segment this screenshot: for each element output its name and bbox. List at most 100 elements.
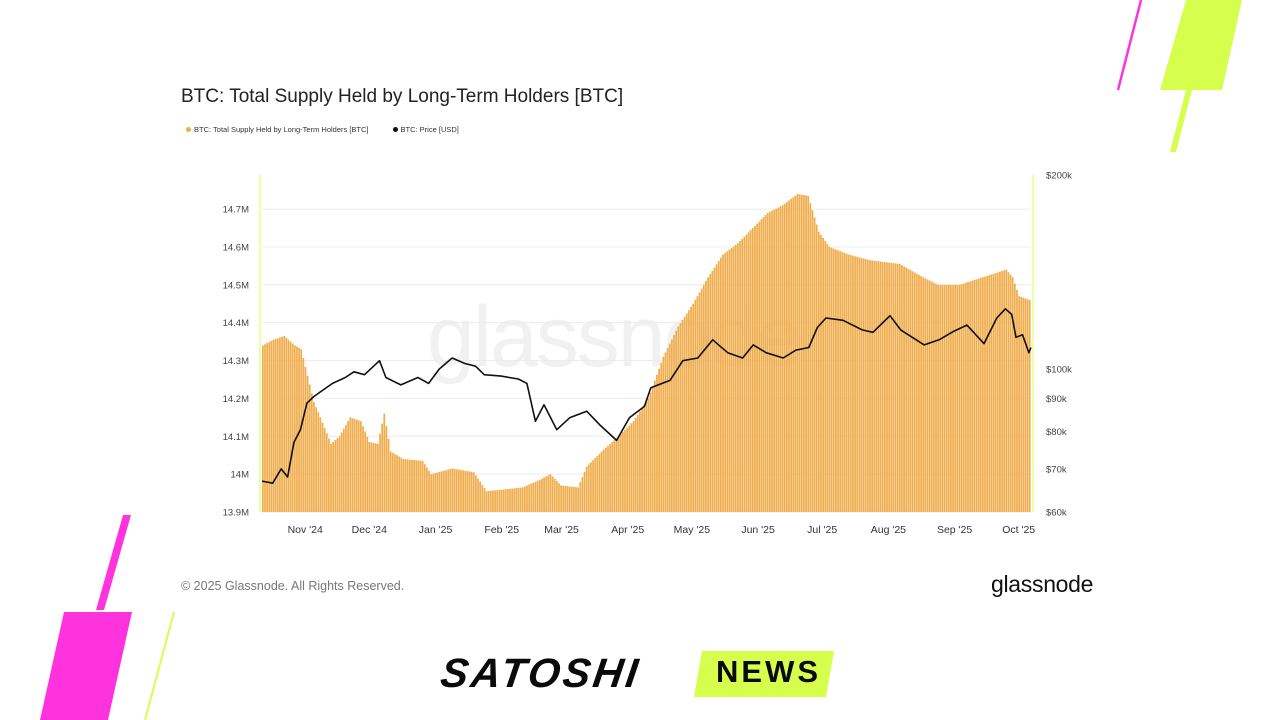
supply-bar [732,246,735,512]
supply-bar [298,347,300,512]
supply-bar [849,255,852,512]
supply-bar [660,362,663,512]
supply-bar [436,472,439,512]
supply-bar [939,284,942,512]
left-tick-label: 14M [231,470,250,481]
supply-bar [485,491,488,512]
supply-bar [918,274,920,512]
supply-bar [451,468,454,512]
supply-bar [717,261,720,512]
supply-bar [628,425,631,512]
left-tick-label: 14.4M [223,318,249,329]
x-tick-label: Sep '25 [937,524,972,536]
supply-bar [513,488,516,512]
supply-bar [873,260,876,512]
supply-bar [837,250,839,512]
supply-bar [685,313,688,512]
right-tick-label: $100k [1046,365,1072,376]
supply-bar [758,221,761,512]
supply-bar [892,263,895,512]
supply-bar [575,487,577,512]
supply-bar [884,262,886,512]
legend-item-price[interactable]: BTC: Price [USD] [392,125,459,134]
supply-bar [315,407,317,512]
supply-bar [822,237,824,513]
supply-bar [515,488,518,512]
supply-bar [896,263,899,512]
supply-bar [377,443,379,512]
supply-bar [389,451,392,512]
supply-bar [293,345,296,512]
supply-bar [300,349,303,512]
supply-bar [922,277,925,512]
supply-bar [285,337,288,512]
supply-bar [869,260,871,512]
supply-bar [653,380,656,512]
supply-bar [296,346,298,512]
supply-bar [466,471,469,512]
supply-bar [415,460,418,512]
supply-bar [464,470,467,512]
supply-bar [645,401,648,512]
supply-bar [768,211,771,512]
supply-bar [1018,296,1020,512]
supply-bar [622,431,624,512]
supply-bar [960,284,963,512]
glassnode-logo: glassnode [991,571,1094,597]
supply-bar [639,411,641,512]
supply-bar [590,462,592,512]
supply-bar [911,271,914,512]
supply-bar [909,270,912,512]
supply-bar [643,404,646,512]
supply-bar [705,281,707,512]
supply-bar [506,489,509,512]
supply-bar [737,243,739,512]
supply-bar [308,384,311,512]
supply-bar [423,464,426,512]
supply-bar [408,459,411,512]
pink-stick-bottom-left [96,515,131,610]
supply-bar [754,225,756,512]
supply-bar [807,195,810,512]
supply-bar [317,412,320,512]
supply-bar [626,427,629,512]
legend-item-supply[interactable]: BTC: Total Supply Held by Long-Term Hold… [186,125,369,134]
supply-bar [568,486,571,512]
chart-title: BTC: Total Supply Held by Long-Term Hold… [181,86,624,107]
supply-bar [952,284,954,512]
supply-bar [359,421,362,512]
supply-bar [1024,298,1027,512]
supply-bar [815,224,818,512]
supply-bar [630,423,633,512]
supply-bar [579,482,582,512]
supply-bar [988,275,991,512]
supply-bar [664,352,667,512]
supply-bar [813,217,816,512]
supply-bar [383,413,386,512]
left-tick-label: 14.1M [223,432,249,443]
supply-bar [524,486,526,512]
supply-bar [500,489,503,512]
supply-bar [747,232,750,512]
supply-bar [803,195,805,512]
supply-bar [920,276,922,512]
supply-bar [281,336,283,512]
supply-bar [798,194,801,512]
supply-bar [336,438,339,512]
supply-bar [607,445,609,512]
supply-bar [306,375,309,512]
supply-bar [413,460,415,512]
lime-line-bottom-left [144,611,175,720]
right-tick-label: $200k [1046,171,1072,182]
supply-bar [558,483,560,512]
supply-bar [809,203,812,512]
chart-legend: BTC: Total Supply Held by Long-Term Hold… [186,125,459,134]
supply-bar [871,260,873,512]
supply-bar [1028,299,1031,512]
supply-bar [538,479,541,512]
supply-bar [287,339,290,512]
supply-bar [941,284,944,512]
supply-bar [534,481,537,512]
legend-supply-swatch [186,127,191,132]
